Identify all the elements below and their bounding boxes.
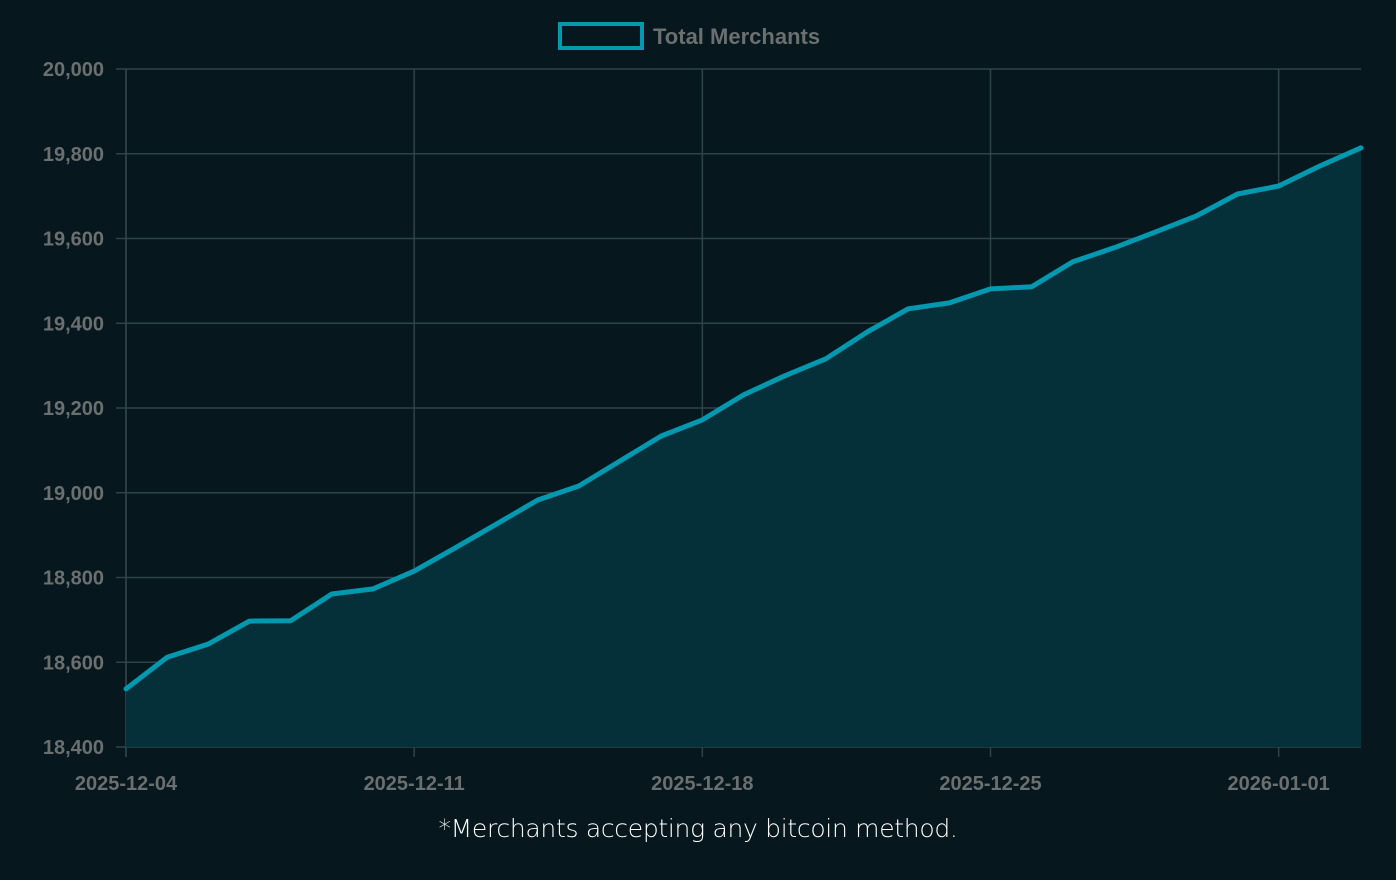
legend[interactable]: Total Merchants bbox=[558, 22, 820, 50]
x-tick-label: 2025-12-04 bbox=[75, 773, 178, 795]
y-tick-label: 18,400 bbox=[43, 737, 104, 759]
y-tick-label: 18,600 bbox=[43, 652, 104, 674]
y-tick-label: 19,800 bbox=[43, 144, 104, 166]
x-tick-label: 2025-12-25 bbox=[939, 773, 1041, 795]
area-fill bbox=[126, 147, 1361, 748]
y-tick-label: 20,000 bbox=[43, 59, 104, 81]
legend-swatch bbox=[558, 22, 644, 50]
x-tick-label: 2025-12-18 bbox=[651, 773, 753, 795]
x-axis: 2025-12-04 2025-12-11 2025-12-18 2025-12-25… bbox=[75, 773, 1330, 795]
series-line-total-merchants bbox=[123, 145, 1364, 692]
y-tick-label: 19,200 bbox=[43, 398, 104, 420]
chart-caption: *Merchants accepting any bitcoin method. bbox=[438, 814, 958, 843]
y-tick-label: 19,600 bbox=[43, 229, 104, 251]
legend-label: Total Merchants bbox=[653, 24, 820, 49]
x-tick-label: 2026-01-01 bbox=[1228, 773, 1330, 795]
y-axis: 20,000 19,800 19,600 19,400 19,200 19,000 18,8… bbox=[43, 59, 104, 759]
y-tick-label: 19,400 bbox=[43, 313, 104, 335]
y-tick-label: 19,000 bbox=[43, 483, 104, 505]
y-tick-label: 18,800 bbox=[43, 568, 104, 590]
x-tick-label: 2025-12-11 bbox=[364, 773, 465, 795]
